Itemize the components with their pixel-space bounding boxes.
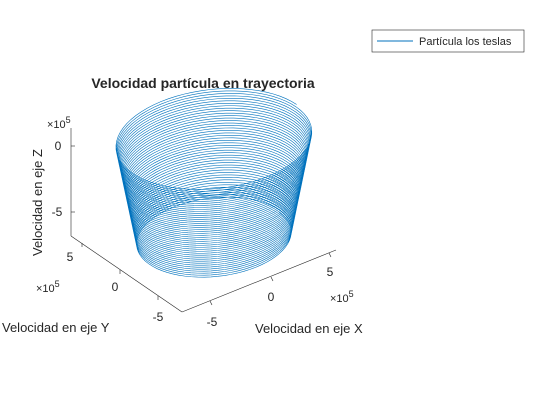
y-axis-label: Velocidad en eje Y <box>2 320 110 335</box>
x-tick-mark <box>270 276 274 282</box>
helix-line <box>115 88 313 278</box>
y-exponent-label: ×105 <box>36 279 60 295</box>
legend-box <box>371 29 525 53</box>
x-tick-mark <box>328 252 332 258</box>
axes-box <box>70 128 337 313</box>
y-tick-label: -5 <box>153 310 164 324</box>
z-tick-label: 0 <box>55 139 62 153</box>
legend-series-label: Partícula los teslas <box>419 36 512 48</box>
chart-title: Velocidad partícula en trayectoria <box>91 75 315 91</box>
x-tick-label: -5 <box>207 315 218 329</box>
y-tick-label: 5 <box>67 250 74 264</box>
x-tick-mark <box>209 300 213 306</box>
z-exponent-label: ×105 <box>47 115 71 131</box>
z-tick-label: -5 <box>52 205 63 219</box>
y-axis-line <box>70 235 183 313</box>
z-axis-label: Velocidad en eje Z <box>30 149 45 256</box>
x-tick-label: 5 <box>327 265 334 279</box>
legend: Partícula los teslas <box>371 29 525 53</box>
y-tick-label: 0 <box>112 280 119 294</box>
x-exponent-label: ×105 <box>330 289 354 305</box>
x-axis-line <box>181 249 337 313</box>
x-axis-label: Velocidad en eje X <box>255 321 363 336</box>
helix-series <box>115 88 313 278</box>
x-tick-label: 0 <box>268 290 275 304</box>
